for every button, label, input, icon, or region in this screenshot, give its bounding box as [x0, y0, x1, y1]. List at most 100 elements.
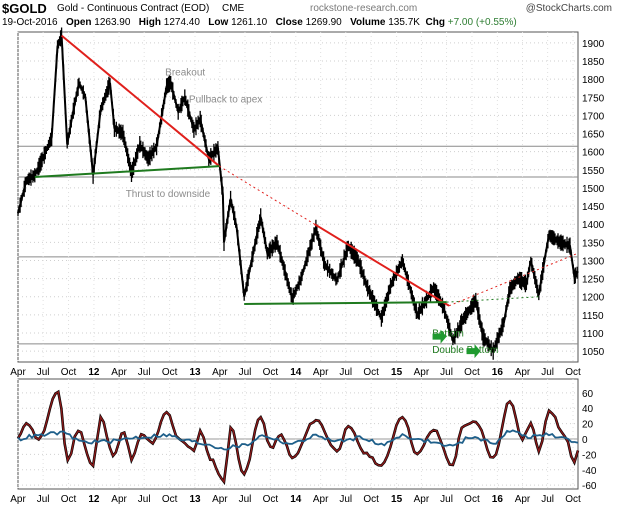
x-tick-label: Oct	[263, 367, 279, 378]
open-value: 1263.90	[94, 17, 131, 28]
indicator-x-tick-label: Jul	[37, 494, 50, 505]
indicator-x-tick-label: Jul	[239, 494, 252, 505]
indicator-x-tick-label: Jul	[339, 494, 352, 505]
y-tick-label: 1450	[582, 202, 605, 213]
quote-date: 19-Oct-2016	[2, 17, 58, 28]
x-tick-label: 14	[290, 367, 302, 378]
y-tick-label: 1700	[582, 111, 605, 122]
x-tick-label: 16	[492, 367, 504, 378]
x-tick-label: Jul	[541, 367, 554, 378]
y-tick-label: 1300	[582, 256, 605, 267]
low-label: Low	[208, 17, 229, 28]
change-value: +7.00 (+0.55%)	[447, 17, 517, 28]
indicator-x-tick-label: Jul	[440, 494, 453, 505]
y-tick-label: 1250	[582, 275, 605, 286]
support-trendline	[244, 301, 447, 305]
indicator-line-secondary	[17, 429, 579, 451]
x-tick-label: Apr	[111, 367, 127, 378]
support-trendline	[446, 296, 540, 303]
x-tick-label: Oct	[162, 367, 178, 378]
main-plot-area	[17, 31, 579, 363]
indicator-x-tick-label: Oct	[464, 494, 480, 505]
indicator-x-tick-label: Oct	[363, 494, 379, 505]
indicator-x-tick-label: 13	[189, 494, 201, 505]
y-tick-label: 1850	[582, 57, 605, 68]
x-tick-label: Apr	[10, 367, 26, 378]
indicator-x-tick-label: Apr	[212, 494, 228, 505]
indicator-y-tick-label: 40	[582, 404, 594, 415]
resistance-trendline	[60, 34, 220, 167]
x-tick-label: Oct	[565, 367, 581, 378]
chart-annotation: Breakout	[165, 68, 205, 79]
y-tick-label: 1200	[582, 293, 605, 304]
ticker-symbol: $GOLD	[2, 1, 47, 16]
indicator-x-tick-label: Oct	[162, 494, 178, 505]
indicator-x-tick-label: Jul	[138, 494, 151, 505]
indicator-plot-area	[17, 378, 579, 490]
indicator-y-tick-label: 60	[582, 389, 594, 400]
indicator-x-tick-label: Oct	[61, 494, 77, 505]
y-tick-label: 1900	[582, 39, 605, 50]
indicator-x-tick-label: Jul	[541, 494, 554, 505]
volume-label: Volume	[350, 17, 386, 28]
x-tick-label: Oct	[363, 367, 379, 378]
y-tick-label: 1050	[582, 347, 605, 358]
chart-annotation: Thrust to downside	[126, 189, 211, 200]
change-label: Chg	[425, 17, 445, 28]
support-trendline	[34, 165, 220, 179]
x-tick-label: Apr	[313, 367, 329, 378]
indicator-x-tick-label: Oct	[565, 494, 581, 505]
resistance-trendline	[448, 252, 579, 307]
high-label: High	[138, 17, 161, 28]
green-arrow-icon	[466, 344, 481, 359]
chart-header: $GOLD Gold - Continuous Contract (EOD) C…	[0, 0, 620, 32]
x-tick-label: Jul	[239, 367, 252, 378]
x-tick-label: 13	[189, 367, 201, 378]
indicator-y-tick-label: 20	[582, 420, 594, 431]
indicator-line-primary	[17, 390, 579, 484]
indicator-x-tick-label: 12	[88, 494, 100, 505]
resistance-trendline	[314, 223, 450, 307]
y-tick-label: 1350	[582, 238, 605, 249]
x-tick-label: Jul	[138, 367, 151, 378]
price-line	[17, 35, 579, 354]
green-arrow-icon	[432, 329, 447, 344]
low-value: 1261.10	[231, 17, 268, 28]
x-tick-label: Jul	[440, 367, 453, 378]
x-tick-label: Apr	[212, 367, 228, 378]
y-tick-label: 1400	[582, 220, 605, 231]
indicator-y-tick-label: 0	[582, 435, 588, 446]
y-tick-label: 1800	[582, 75, 605, 86]
x-tick-label: Apr	[515, 367, 531, 378]
close-label: Close	[275, 17, 303, 28]
x-tick-label: Apr	[414, 367, 430, 378]
instrument-name: Gold - Continuous Contract (EOD)	[57, 3, 210, 14]
x-tick-label: 15	[391, 367, 403, 378]
indicator-x-tick-label: Apr	[414, 494, 430, 505]
x-tick-label: 12	[88, 367, 100, 378]
y-tick-label: 1100	[582, 329, 604, 340]
y-tick-label: 1150	[582, 311, 604, 322]
close-value: 1269.90	[305, 17, 342, 28]
chart-annotation: Pullback to apex	[189, 95, 262, 106]
indicator-x-tick-label: 14	[290, 494, 302, 505]
chart-annotation: Double Bottom	[432, 345, 498, 356]
exchange-label: CME	[222, 3, 245, 14]
indicator-x-tick-label: Apr	[515, 494, 531, 505]
x-tick-label: Jul	[339, 367, 352, 378]
indicator-y-tick-label: -60	[582, 481, 597, 492]
y-tick-label: 1750	[582, 93, 605, 104]
indicator-y-tick-label: -40	[582, 466, 597, 477]
high-value: 1274.40	[163, 17, 200, 28]
x-tick-label: Jul	[37, 367, 50, 378]
indicator-x-tick-label: Apr	[10, 494, 26, 505]
indicator-x-tick-label: Apr	[111, 494, 127, 505]
open-label: Open	[65, 17, 92, 28]
x-tick-label: Oct	[61, 367, 77, 378]
volume-value: 135.7K	[388, 17, 420, 28]
y-tick-label: 1550	[582, 166, 605, 177]
indicator-x-tick-label: Oct	[263, 494, 279, 505]
chart-annotation: Bottom	[432, 329, 464, 340]
y-tick-label: 1600	[582, 148, 605, 159]
